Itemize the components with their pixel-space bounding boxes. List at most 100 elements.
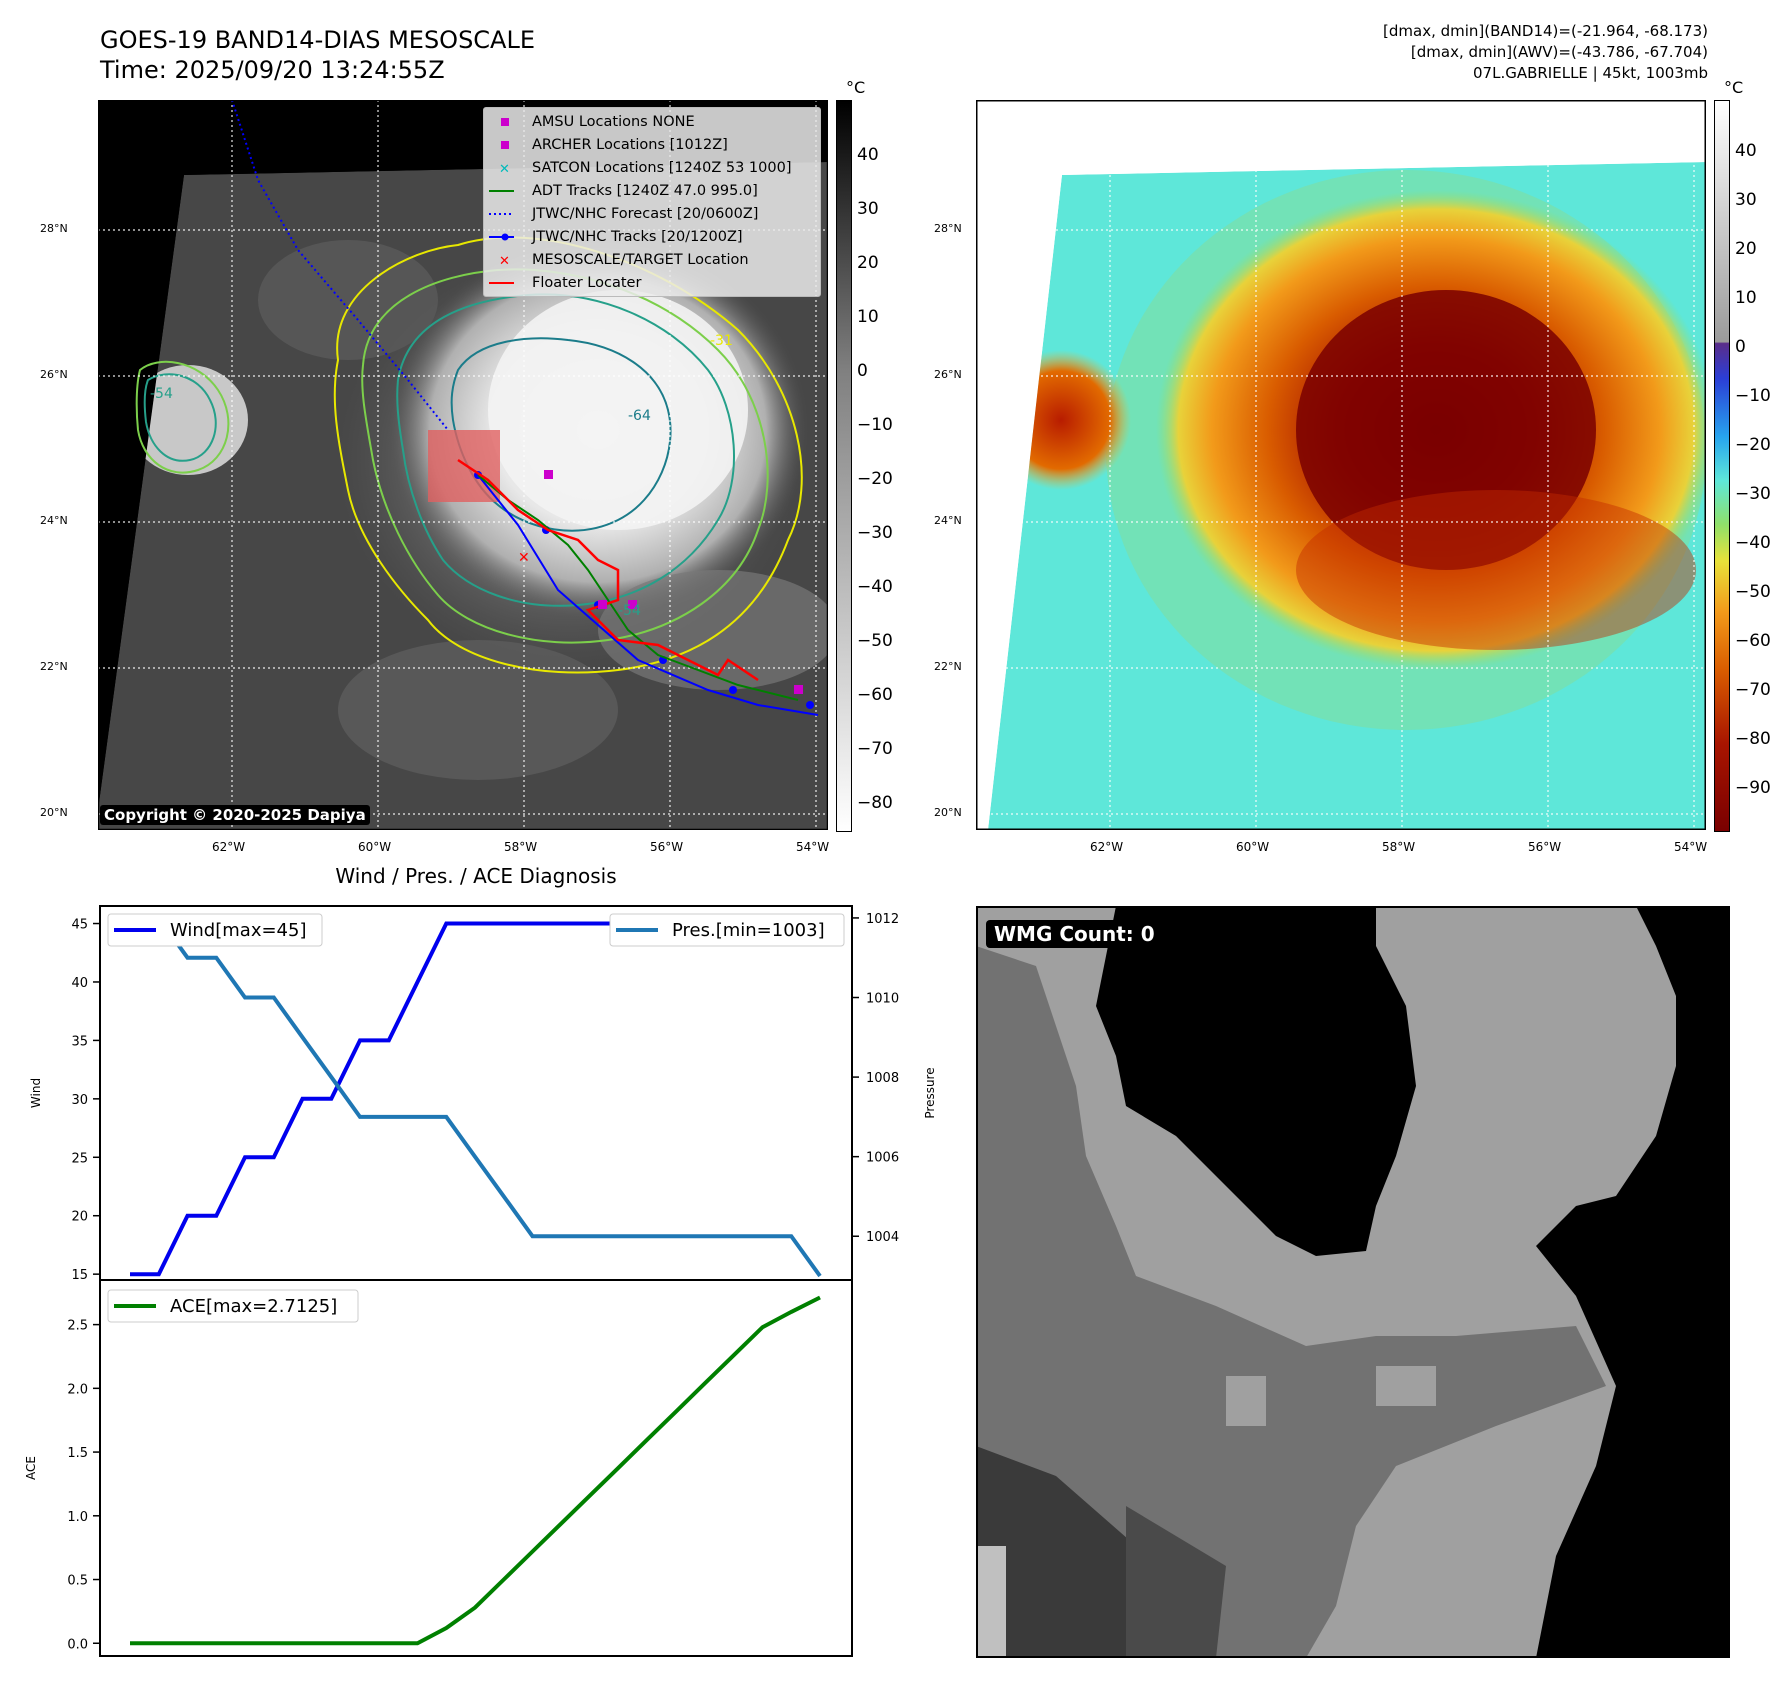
ace-tick-label: 2.0 — [67, 1382, 88, 1397]
lon-62-right: 62°W — [1090, 840, 1124, 854]
gray-tick: −10 — [857, 415, 893, 435]
ace-axis-label: ACE — [24, 1456, 38, 1480]
lat-28-left: 28°N — [40, 222, 68, 235]
gray-tick: −50 — [857, 631, 893, 651]
gray-tick: 20 — [857, 253, 879, 273]
lon-58-left: 58°W — [504, 840, 538, 854]
lon-60-right: 60°W — [1236, 840, 1270, 854]
legend-mesoscale: MESOSCALE/TARGET Location — [532, 252, 749, 268]
lat-20-right: 20°N — [934, 806, 962, 819]
lon-54-left: 54°W — [796, 840, 830, 854]
wind-legend: Wind[max=45] — [107, 913, 323, 947]
lon-62-left: 62°W — [212, 840, 246, 854]
color-colorbar-unit: °C — [1724, 78, 1744, 97]
gray-tick: 40 — [857, 145, 879, 165]
contour-label-3: -31 — [710, 333, 733, 349]
color-tick: −80 — [1735, 729, 1771, 749]
pressure-tick-label: 1010 — [866, 992, 899, 1007]
lon-56-right: 56°W — [1528, 840, 1562, 854]
color-tick: −50 — [1735, 582, 1771, 602]
gray-tick: −70 — [857, 739, 893, 759]
wind-tick-label: 25 — [71, 1151, 88, 1166]
color-tick: −90 — [1735, 778, 1771, 798]
map-legend: ✕ ✕ AMSU Locations NONE ARCHER Locations… — [483, 107, 821, 297]
gray-colorbar — [836, 100, 852, 832]
color-tick: 10 — [1735, 288, 1757, 308]
lat-24-right: 24°N — [934, 514, 962, 527]
ace-tick-label: 0.5 — [67, 1574, 88, 1589]
pressure-tick-label: 1012 — [866, 912, 899, 927]
ace-series-line — [130, 1295, 821, 1646]
lat-22-left: 22°N — [40, 660, 68, 673]
color-tick: 40 — [1735, 141, 1757, 161]
color-tick: −30 — [1735, 484, 1771, 504]
gray-tick: −80 — [857, 793, 893, 813]
wind-tick-label: 40 — [71, 976, 88, 991]
color-tick: 20 — [1735, 239, 1757, 259]
pressure-legend-label: Pres.[min=1003] — [672, 920, 825, 941]
wmg-panel: WMG Count: 0 — [976, 906, 1730, 1658]
lat-20-left: 20°N — [40, 806, 68, 819]
wind-tick-label: 45 — [71, 918, 88, 933]
contour-label-1: -54 — [150, 386, 173, 402]
lon-58-right: 58°W — [1382, 840, 1416, 854]
gray-tick: 30 — [857, 199, 879, 219]
svg-text:✕: ✕ — [499, 162, 510, 177]
wmg-map — [976, 906, 1730, 1658]
legend-markers: ✕ ✕ — [489, 118, 514, 284]
diagnosis-title: Wind / Pres. / ACE Diagnosis — [335, 864, 617, 888]
lat-22-right: 22°N — [934, 660, 962, 673]
color-colorbar — [1714, 100, 1730, 832]
color-tick: −10 — [1735, 386, 1771, 406]
wind-tick-label: 20 — [71, 1210, 88, 1225]
color-tick: −20 — [1735, 435, 1771, 455]
lat-28-right: 28°N — [934, 222, 962, 235]
ace-tick-label: 1.0 — [67, 1510, 88, 1525]
lat-26-left: 26°N — [40, 368, 68, 381]
svg-text:✕: ✕ — [518, 550, 530, 566]
copyright-label: Copyright © 2020-2025 Dapiya — [100, 805, 370, 825]
pressure-tick-label: 1006 — [866, 1151, 899, 1166]
legend-adt: ADT Tracks [1240Z 47.0 995.0] — [532, 183, 758, 199]
wind-axis-label: Wind — [29, 1078, 43, 1108]
info-line-2: [dmax, dmin](AWV)=(-43.786, -67.704) — [1410, 43, 1708, 61]
lon-60-left: 60°W — [358, 840, 392, 854]
svg-text:✕: ✕ — [499, 254, 510, 269]
color-tick: 30 — [1735, 190, 1757, 210]
ace-axes — [99, 1279, 853, 1657]
lon-56-left: 56°W — [650, 840, 684, 854]
contour-label-2: -64 — [628, 408, 651, 424]
legend-floater: Floater Locater — [532, 275, 642, 291]
pressure-tick-label: 1008 — [866, 1071, 899, 1086]
wmg-count-label: WMG Count: 0 — [986, 920, 1163, 948]
pressure-tick-label: 1004 — [866, 1230, 899, 1245]
wind-tick-label: 35 — [71, 1034, 88, 1049]
legend-satcon: SATCON Locations [1240Z 53 1000] — [532, 160, 792, 176]
gray-tick: −40 — [857, 577, 893, 597]
wind-tick-label: 30 — [71, 1093, 88, 1108]
color-colorbar-ticks: 40 30 20 10 0 −10 −20 −30 −40 −50 −60 −7… — [1735, 100, 1785, 830]
gray-colorbar-unit: °C — [846, 78, 866, 97]
ace-tick-label: 0.0 — [67, 1637, 88, 1652]
figure-time: Time: 2025/09/20 13:24:55Z — [100, 56, 445, 84]
color-map-panel — [975, 99, 1707, 831]
gray-tick: 10 — [857, 307, 879, 327]
contour-label-4: -54 — [618, 603, 641, 619]
ace-tick-label: 1.5 — [67, 1446, 88, 1461]
ace-legend: ACE[max=2.7125] — [107, 1289, 359, 1323]
lat-24-left: 24°N — [40, 514, 68, 527]
ir-map-panel: ✕ -54 -64 -31 -54 ✕ ✕ AMSU Locations NON… — [97, 99, 829, 831]
legend-amsu: AMSU Locations NONE — [532, 114, 695, 130]
gray-tick: 0 — [857, 361, 868, 381]
pressure-legend: Pres.[min=1003] — [609, 913, 845, 947]
color-tick: 0 — [1735, 337, 1746, 357]
legend-tracks: JTWC/NHC Tracks [20/1200Z] — [532, 229, 743, 245]
figure-title: GOES-19 BAND14-DIAS MESOSCALE — [100, 26, 536, 54]
gray-tick: −20 — [857, 469, 893, 489]
ace-legend-label: ACE[max=2.7125] — [170, 1296, 337, 1317]
lat-26-right: 26°N — [934, 368, 962, 381]
wind-legend-label: Wind[max=45] — [170, 920, 307, 941]
color-tick: −40 — [1735, 533, 1771, 553]
legend-forecast: JTWC/NHC Forecast [20/0600Z] — [532, 206, 759, 222]
gray-colorbar-ticks: 40 30 20 10 0 −10 −20 −30 −40 −50 −60 −7… — [857, 100, 907, 830]
